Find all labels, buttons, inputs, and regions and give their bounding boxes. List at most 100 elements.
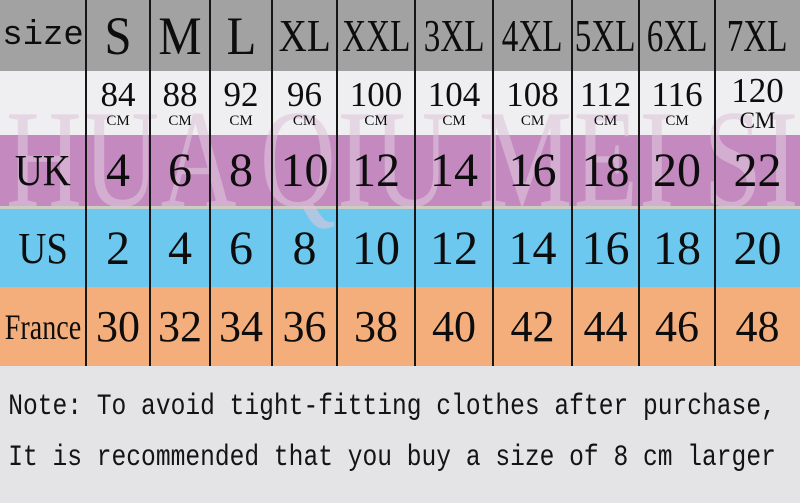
us-size-cell: 12 xyxy=(430,221,478,275)
france-band xyxy=(0,287,800,366)
bust-value: 100 xyxy=(349,74,403,114)
bust-value: 116 xyxy=(651,74,703,114)
uk-size-cell: 8 xyxy=(229,144,253,197)
bust-cell: 116 CM xyxy=(639,71,715,135)
bust-value: 104 xyxy=(427,74,481,114)
france-size-cell: 34 xyxy=(219,302,263,351)
uk-size-cell: 6 xyxy=(168,144,192,197)
column-divider xyxy=(271,0,273,366)
size-header-cell-7xl: 7XL xyxy=(727,10,788,61)
uk-size-cell: 22 xyxy=(733,144,782,197)
us-size-cell: 20 xyxy=(733,221,782,275)
bust-cell: 88 CM xyxy=(150,71,210,135)
bust-cell: 108 CM xyxy=(493,71,572,135)
column-divider xyxy=(209,0,211,366)
uk-size-cell: 20 xyxy=(653,144,701,197)
bust-cell: 112 CM xyxy=(572,71,639,135)
note-line-1: Note: To avoid tight-fitting clothes aft… xyxy=(8,390,776,424)
bust-unit: CM xyxy=(364,112,388,129)
size-header-cell-4xl: 4XL xyxy=(502,10,563,61)
column-divider xyxy=(638,0,640,366)
bust-cell: 104 CM xyxy=(415,71,493,135)
column-divider xyxy=(414,0,416,366)
bust-value: 84 xyxy=(100,74,136,114)
france-size-cell: 32 xyxy=(158,302,202,351)
bust-cell: 92 CM xyxy=(210,71,272,135)
bust-value: 92 xyxy=(223,74,259,114)
bust-unit: CM xyxy=(168,112,192,129)
us-band xyxy=(0,209,800,287)
bust-unit: CM xyxy=(292,112,317,129)
size-header-cell-xl: XL xyxy=(278,10,331,61)
bust-cell: 100 CM xyxy=(337,71,415,135)
note: Note: To avoid tight-fitting clothes aft… xyxy=(0,366,800,503)
uk-band xyxy=(0,135,800,206)
us-size-cell: 8 xyxy=(292,221,317,275)
uk-size-cell: 18 xyxy=(581,144,630,197)
bust-value: 108 xyxy=(506,74,559,114)
bust-cell: 120 CM xyxy=(715,71,800,135)
size-header-cell-s: S xyxy=(104,5,132,66)
us-row: US 2 4 6 8 10 12 14 16 18 20 xyxy=(0,209,800,287)
bust-cell: 96 CM xyxy=(272,71,337,135)
bust-unit: CM xyxy=(229,112,253,129)
column-divider xyxy=(492,0,494,366)
uk-size-cell: 10 xyxy=(280,144,329,197)
bust-unit: CM xyxy=(520,112,545,129)
bust-unit: CM xyxy=(442,112,466,129)
france-row: France 30 32 34 36 38 40 42 44 46 48 xyxy=(0,287,800,366)
us-size-cell: 2 xyxy=(106,221,130,275)
us-size-cell: 10 xyxy=(352,221,400,275)
uk-size-cell: 4 xyxy=(106,144,130,197)
size-header-cell-5xl: 5XL xyxy=(575,10,636,61)
france-size-cell: 42 xyxy=(510,302,555,351)
size-header-cell-xxl: XXL xyxy=(341,10,411,61)
column-divider xyxy=(85,0,87,366)
us-size-cell: 6 xyxy=(229,221,253,275)
size-header-row: size S M L XL XXL 3XL 4XL 5XL 6XL 7XL xyxy=(0,0,800,71)
us-size-cell: 18 xyxy=(653,221,701,275)
france-size-cell: 38 xyxy=(354,302,398,351)
us-size-cell: 14 xyxy=(508,221,557,275)
bust-unit: CM xyxy=(106,112,130,129)
size-header-cell-3xl: 3XL xyxy=(423,10,485,61)
header-band xyxy=(0,0,800,71)
row-gap xyxy=(0,206,800,209)
column-divider xyxy=(336,0,338,366)
uk-size-cell: 16 xyxy=(508,144,557,197)
column-divider xyxy=(149,0,151,366)
column-divider xyxy=(571,0,573,366)
size-corner-label: size xyxy=(2,16,84,55)
bust-band xyxy=(0,71,800,135)
france-size-cell: 48 xyxy=(735,302,780,351)
bust-value: 120 xyxy=(731,70,784,110)
size-header-cell-m: M xyxy=(158,5,202,66)
uk-size-cell: 14 xyxy=(430,144,478,197)
size-header-cell-l: L xyxy=(226,5,256,66)
france-size-cell: 36 xyxy=(282,302,327,351)
us-size-cell: 16 xyxy=(581,221,630,275)
bust-unit: CM xyxy=(665,112,689,129)
france-size-cell: 30 xyxy=(96,302,140,351)
uk-size-cell: 12 xyxy=(352,144,400,197)
us-size-cell: 4 xyxy=(168,221,192,275)
bust-value: 96 xyxy=(287,74,322,114)
bust-value: 88 xyxy=(162,74,198,114)
france-size-cell: 46 xyxy=(655,302,699,351)
note-line-2: It is recommended that you buy a size of… xyxy=(8,441,776,475)
bust-unit: CM xyxy=(739,108,776,134)
bust-row-empty-corner xyxy=(0,71,86,135)
uk-row: UK 4 6 8 10 12 14 16 18 20 22 xyxy=(0,135,800,206)
france-row-label: France xyxy=(4,306,82,347)
bust-row: 84 CM 88 CM 92 CM 96 CM 100 CM 104 CM 108 CM 11… xyxy=(0,71,800,135)
us-row-label: US xyxy=(18,223,68,273)
size-header-cell-6xl: 6XL xyxy=(646,10,708,61)
bust-cell: 84 CM xyxy=(86,71,150,135)
france-size-cell: 40 xyxy=(432,302,476,351)
uk-row-label: UK xyxy=(15,146,71,195)
column-divider xyxy=(714,0,716,366)
bust-unit: CM xyxy=(593,112,618,129)
france-size-cell: 44 xyxy=(583,302,628,351)
bust-value: 112 xyxy=(579,74,632,114)
